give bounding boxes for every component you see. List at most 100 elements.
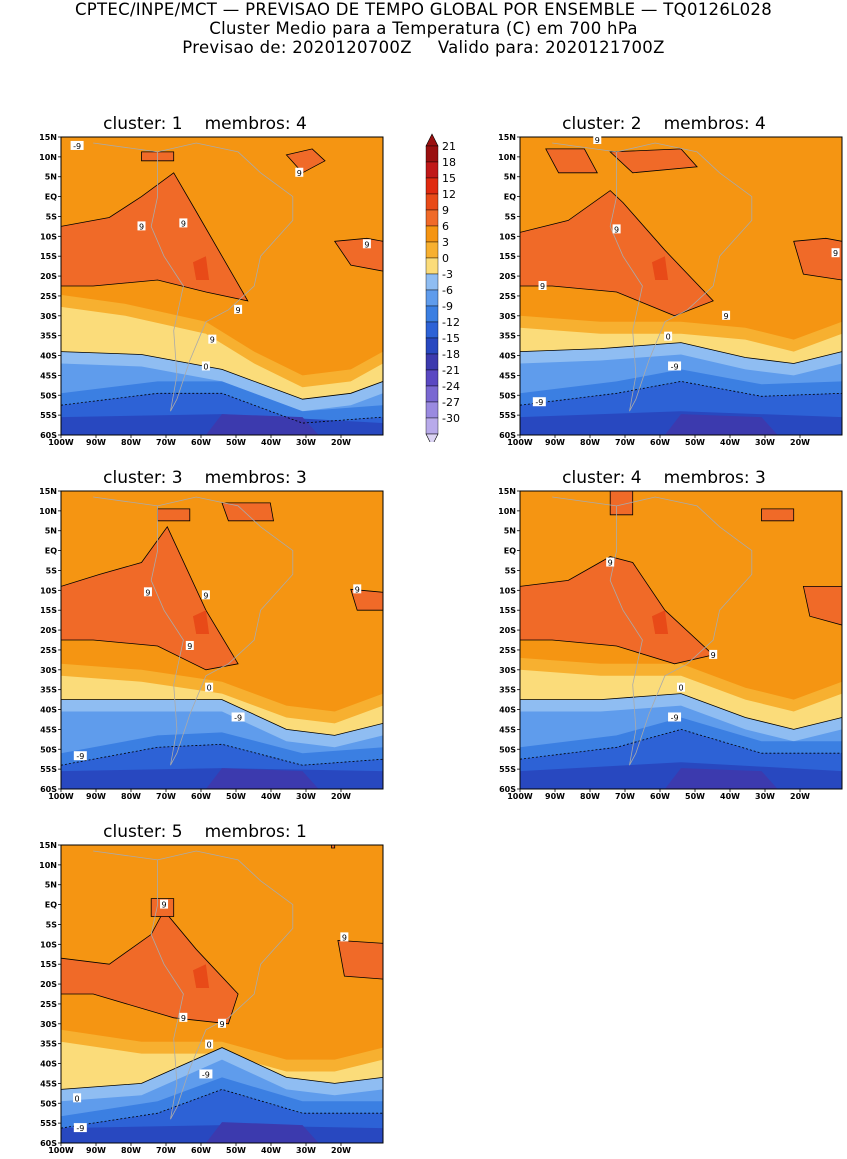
contour-label: -9 (535, 398, 543, 407)
cluster-panel-title: cluster: 2 membros: 4 (499, 115, 829, 133)
contour-label: 0 (203, 362, 208, 371)
lat-tick-label: 5N (504, 173, 516, 182)
lat-tick-label: 20S (40, 626, 57, 635)
members-label: membros: (204, 114, 291, 134)
lat-tick-label: 15S (499, 252, 516, 261)
contour-label: -9 (76, 752, 84, 761)
members-count: 4 (755, 114, 766, 134)
contour-label: -9 (234, 713, 242, 722)
lon-tick-label: 40W (720, 792, 740, 801)
valid-date: Valido para: 2020121700Z (437, 38, 665, 57)
lon-tick-label: 20W (790, 792, 810, 801)
colorbar-level-label: 9 (442, 204, 449, 217)
colorbar-min-arrow (425, 433, 439, 442)
cluster-panel-1: cluster: 1 membros: 4 15N 10N 5N EQ 5S 10S 15S 20… (40, 114, 384, 447)
contour-label: 0 (678, 684, 683, 693)
temperature-map: 15N 10N 5N EQ 5S 10S 15S 20S 25S 30S 35S 40S 45S 50S 5… (499, 133, 843, 447)
colorbar-swatch (425, 241, 439, 259)
lon-tick-label: 40W (261, 792, 281, 801)
lat-tick-label: 15N (499, 133, 516, 142)
lat-tick-label: 10S (40, 586, 57, 595)
lat-tick-label: 10S (499, 586, 516, 595)
lat-tick-label: 60S (499, 785, 516, 794)
lat-tick-label: 10S (40, 232, 57, 241)
lat-tick-label: EQ (45, 193, 57, 202)
members-count: 4 (296, 114, 307, 134)
lon-tick-label: 60W (650, 438, 670, 447)
lat-tick-label: 5N (504, 527, 516, 536)
cluster-label: cluster: (562, 114, 626, 134)
lon-tick-label: 30W (296, 792, 316, 801)
lat-tick-label: 50S (40, 1099, 57, 1108)
lat-tick-label: 40S (499, 352, 516, 361)
lon-tick-label: 40W (261, 1146, 281, 1155)
lon-tick-label: 100W (48, 792, 74, 801)
colorbar-swatch (425, 369, 439, 387)
lat-tick-label: 25S (40, 292, 57, 301)
cluster-number: 1 (171, 114, 183, 134)
lat-tick-label: 45S (40, 371, 57, 380)
lon-tick-label: 90W (86, 792, 106, 801)
colorbar-level-label: -12 (442, 316, 460, 329)
contour-label: 9 (355, 585, 360, 594)
lon-tick-label: 80W (580, 792, 600, 801)
colorbar-level-label: 12 (442, 188, 456, 201)
lat-tick-label: 20S (499, 626, 516, 635)
cluster-label: cluster: (103, 468, 167, 488)
temperature-map: 15N 10N 5N EQ 5S 10S 15S 20S 25S 30S 35S 40S 45S 50S 5… (40, 487, 384, 801)
temperature-map: 15N 10N 5N EQ 5S 10S 15S 20S 25S 30S 35S 40S 45S 50S 5… (40, 841, 384, 1155)
colorbar-swatch (425, 305, 439, 323)
lon-tick-label: 90W (86, 438, 106, 447)
contour-label: 9 (145, 588, 150, 597)
lon-tick-label: 50W (685, 438, 705, 447)
contour-label: 9 (139, 222, 144, 231)
colorbar-level-label: 21 (442, 140, 456, 153)
lon-tick-label: 90W (545, 792, 565, 801)
lat-tick-label: 10N (40, 507, 57, 516)
cluster-number: 2 (630, 114, 642, 134)
colorbar-level-label: -24 (442, 380, 460, 393)
lat-tick-label: 10N (40, 861, 57, 870)
colorbar-level-label: 3 (442, 236, 449, 249)
lon-tick-label: 20W (331, 1146, 351, 1155)
contour-label: 9 (540, 282, 545, 291)
colorbar-level-label: -15 (442, 332, 460, 345)
lat-tick-label: EQ (45, 547, 57, 556)
lat-tick-label: EQ (504, 193, 516, 202)
lon-tick-label: 100W (507, 438, 533, 447)
contour-label: 9 (724, 312, 729, 321)
temperature-map: 15N 10N 5N EQ 5S 10S 15S 20S 25S 30S 35S 40S 45S 50S 5… (40, 133, 384, 447)
title-line-2: Cluster Medio para a Temperatura (C) em … (209, 19, 638, 38)
colorbar-swatch (425, 177, 439, 195)
lat-tick-label: 15N (40, 841, 57, 850)
colorbar-swatch (425, 289, 439, 307)
lat-tick-label: 50S (499, 745, 516, 754)
cluster-panel-title: cluster: 3 membros: 3 (40, 469, 370, 487)
lon-tick-label: 70W (615, 792, 635, 801)
lat-tick-label: 20S (499, 272, 516, 281)
lat-tick-label: 45S (499, 725, 516, 734)
colorbar-swatch (425, 145, 439, 163)
lon-tick-label: 60W (191, 1146, 211, 1155)
lon-tick-label: 70W (156, 438, 176, 447)
lon-tick-label: 70W (156, 1146, 176, 1155)
colorbar-swatch (425, 209, 439, 227)
lon-tick-label: 60W (650, 792, 670, 801)
lon-tick-label: 60W (191, 438, 211, 447)
lat-tick-label: 50S (499, 391, 516, 400)
cluster-panel-title: cluster: 4 membros: 3 (499, 469, 829, 487)
cluster-number: 5 (171, 822, 183, 842)
lat-tick-label: 5N (45, 173, 57, 182)
lat-tick-label: 60S (499, 431, 516, 440)
lon-tick-label: 70W (156, 792, 176, 801)
contour-label: 9 (219, 1020, 224, 1029)
contour-label: -9 (73, 142, 81, 151)
contour-label: 9 (181, 1014, 186, 1023)
lon-tick-label: 50W (226, 792, 246, 801)
cluster-number: 4 (630, 468, 642, 488)
cluster-panel-title: cluster: 5 membros: 1 (40, 823, 370, 841)
cluster-number: 3 (171, 468, 183, 488)
lat-tick-label: 25S (499, 292, 516, 301)
colorbar-swatch (425, 273, 439, 291)
contour-label: 9 (342, 933, 347, 942)
